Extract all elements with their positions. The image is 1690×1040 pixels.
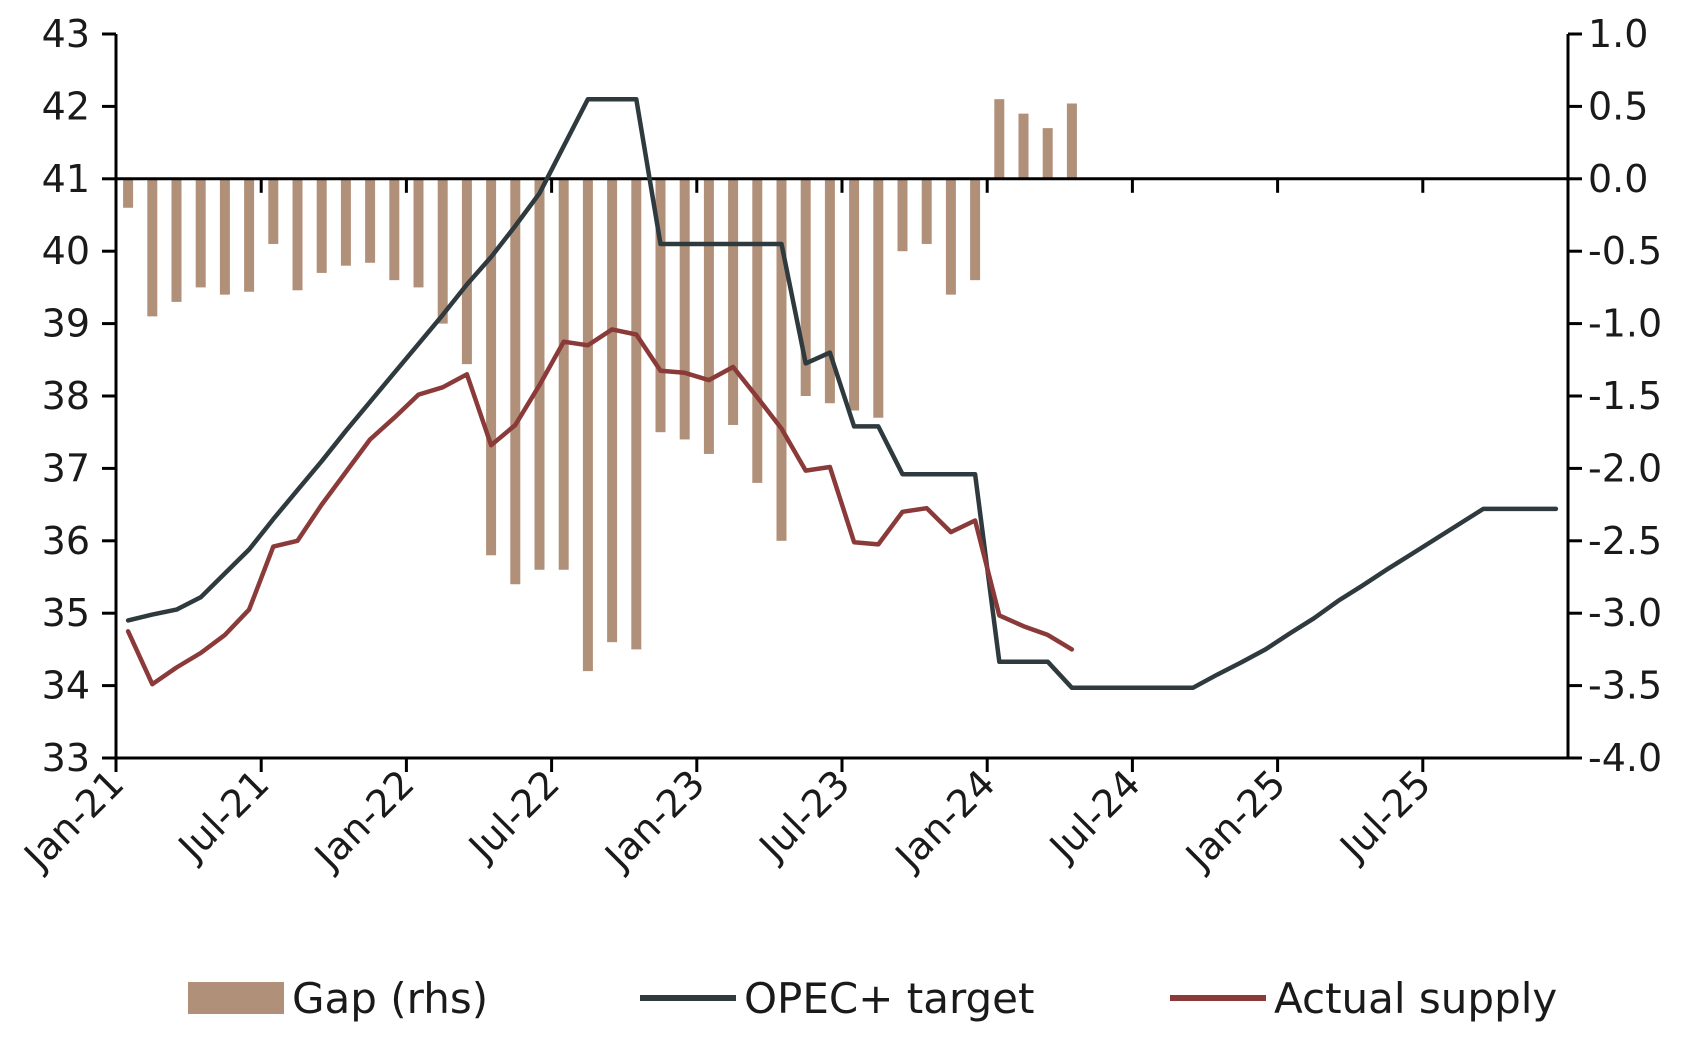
gap-bar	[123, 178, 134, 208]
gap-bar	[171, 178, 182, 302]
x-axis-tick-label: Jan-22	[305, 761, 423, 879]
gap-bar	[437, 178, 448, 324]
legend-label: OPEC+ target	[744, 974, 1035, 1023]
left-axis-tick-label: 33	[42, 736, 90, 780]
gap-bar	[849, 178, 860, 411]
axes: 33 34 35 36 37 38 39 40 41 42 43 1.0 0.5 0.0 -0.5 -1.0 -…	[15, 12, 1663, 879]
right-axis-tick-label: -3.5	[1588, 664, 1662, 708]
left-axis-tick-label: 42	[42, 84, 90, 128]
legend: Gap (rhs) OPEC+ target Actual supply	[188, 974, 1557, 1023]
gap-bar	[1018, 113, 1029, 179]
gap-bar	[582, 178, 593, 672]
gap-bar	[994, 99, 1005, 179]
left-axis-tick-label: 40	[42, 229, 90, 273]
gap-bar	[631, 178, 642, 650]
x-axis-tick-label: Jan-25	[1176, 761, 1294, 879]
gap-bar	[728, 178, 739, 425]
left-axis-tick-label: 38	[42, 374, 90, 418]
x-axis-tick-label: Jul-25	[1330, 761, 1439, 870]
gap-bar	[1066, 103, 1077, 179]
series-lines	[125, 96, 1559, 691]
left-axis-tick-label: 36	[42, 519, 90, 563]
gap-bar	[655, 178, 666, 433]
legend-item-actual-supply: Actual supply	[1170, 974, 1557, 1023]
gap-bar	[365, 178, 376, 263]
left-axis-tick-label: 37	[42, 446, 90, 490]
gap-bar	[534, 178, 545, 570]
left-axis-tick-label: 39	[42, 302, 90, 346]
gap-bar	[970, 178, 981, 281]
right-axis-tick-label: -0.5	[1588, 229, 1662, 273]
right-axis-tick-label: -2.0	[1588, 446, 1662, 490]
gap-bar	[679, 178, 690, 440]
gap-bar	[776, 178, 787, 541]
gap-bar	[921, 178, 932, 244]
right-axis-tick-label: 0.0	[1588, 157, 1648, 201]
right-axis-tick-label: -4.0	[1588, 736, 1662, 780]
right-axis-tick-label: -3.0	[1588, 591, 1662, 635]
left-axis-tick-label: 35	[42, 591, 90, 635]
x-axis-tick-label: Jul-24	[1040, 761, 1149, 870]
gap-bar	[486, 178, 497, 556]
gap-bar	[244, 178, 255, 292]
gap-bars	[123, 99, 1077, 672]
x-axis-tick-label: Jul-22	[459, 761, 568, 870]
opec-target-line	[125, 96, 1559, 691]
gap-bar	[316, 178, 327, 273]
gap-bar	[897, 178, 908, 252]
x-axis-tick-label: Jan-23	[595, 761, 713, 879]
gap-bar	[461, 178, 472, 365]
gap-bar	[752, 178, 763, 483]
gap-bar	[945, 178, 956, 295]
legend-label: Actual supply	[1274, 974, 1557, 1023]
gap-bar	[703, 178, 714, 454]
gap-bar	[268, 178, 279, 244]
right-axis-tick-label: -2.5	[1588, 519, 1662, 563]
gap-bar	[607, 178, 618, 643]
right-axis-tick-label: -1.0	[1588, 302, 1662, 346]
actual-supply-line	[125, 327, 1075, 687]
x-axis-tick-label: Jul-23	[750, 761, 859, 870]
gap-bar	[389, 178, 400, 281]
gap-bar	[195, 178, 206, 288]
right-axis-tick-label: 1.0	[1588, 12, 1648, 56]
gap-bar	[147, 178, 158, 317]
legend-label: Gap (rhs)	[292, 974, 488, 1023]
right-axis-tick-label: 0.5	[1588, 84, 1648, 128]
gap-bar	[1042, 128, 1053, 179]
x-axis-tick-label: Jan-24	[886, 761, 1004, 879]
left-axis-tick-label: 43	[42, 12, 90, 56]
zero-baseline	[114, 177, 1568, 193]
legend-item-gap: Gap (rhs)	[188, 974, 488, 1023]
gap-bar	[292, 178, 303, 291]
right-axis-tick-label: -1.5	[1588, 374, 1662, 418]
gap-bar	[340, 178, 351, 266]
gap-bar	[219, 178, 230, 295]
gap-bar	[873, 178, 884, 418]
left-axis-tick-label: 34	[42, 664, 90, 708]
x-axis-tick-label: Jul-21	[169, 761, 278, 870]
legend-swatch-bar	[188, 982, 284, 1014]
gap-bar	[558, 178, 569, 570]
gap-bar	[824, 178, 835, 404]
gap-bar	[800, 178, 811, 396]
left-axis-tick-label: 41	[42, 157, 90, 201]
gap-bar	[510, 178, 521, 585]
legend-item-opec-target: OPEC+ target	[640, 974, 1035, 1023]
gap-bar	[413, 178, 424, 288]
